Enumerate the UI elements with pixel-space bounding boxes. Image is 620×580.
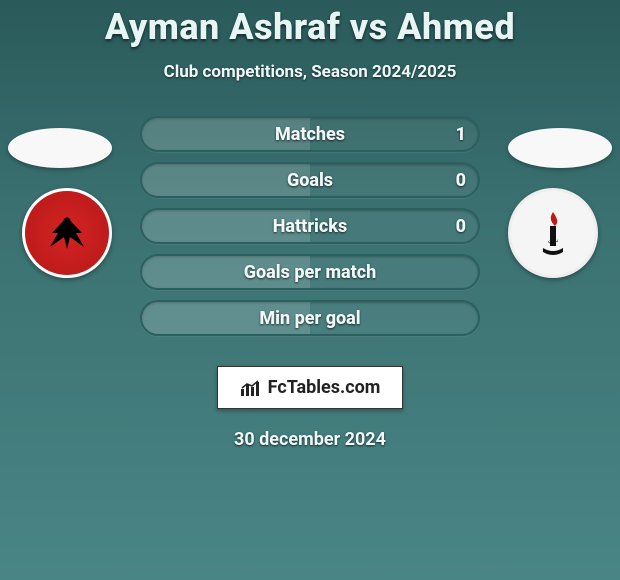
stat-label: Hattricks <box>273 216 347 237</box>
player-photo-left <box>8 128 112 168</box>
stat-row-mpg: Min per goal <box>140 300 480 336</box>
club-badge-right: نادي <box>508 188 598 278</box>
stat-label: Goals <box>287 170 333 191</box>
eagle-icon <box>42 213 92 253</box>
infographic-date: 30 december 2024 <box>0 429 620 450</box>
stat-label: Goals per match <box>244 262 376 283</box>
header: Ayman Ashraf vs Ahmed Club competitions,… <box>0 0 620 82</box>
stat-value-right: 1 <box>456 124 466 145</box>
stat-row-matches: Matches 1 <box>140 116 480 152</box>
stat-label: Min per goal <box>259 308 360 329</box>
footer: FcTables.com 30 december 2024 <box>0 366 620 450</box>
chart-icon <box>240 379 262 397</box>
page-subtitle: Club competitions, Season 2024/2025 <box>0 62 620 82</box>
club-badge-left <box>22 188 112 278</box>
stat-row-hattricks: Hattricks 0 <box>140 208 480 244</box>
stat-value-right: 0 <box>456 170 466 191</box>
comparison-stage: نادي Matches 1 Goals 0 Hattricks 0 Goals… <box>0 112 620 362</box>
page-title: Ayman Ashraf vs Ahmed <box>0 6 620 48</box>
stat-label: Matches <box>275 124 345 145</box>
stats-bars: Matches 1 Goals 0 Hattricks 0 Goals per … <box>140 116 480 346</box>
torch-icon: نادي <box>533 208 573 258</box>
stat-value-right: 0 <box>456 216 466 237</box>
svg-text:نادي: نادي <box>548 237 559 244</box>
stat-row-goals: Goals 0 <box>140 162 480 198</box>
player-photo-right <box>508 128 612 168</box>
stat-fill <box>142 164 310 196</box>
stat-row-gpm: Goals per match <box>140 254 480 290</box>
brand-name: FcTables.com <box>268 377 381 398</box>
brand-link[interactable]: FcTables.com <box>217 366 404 409</box>
